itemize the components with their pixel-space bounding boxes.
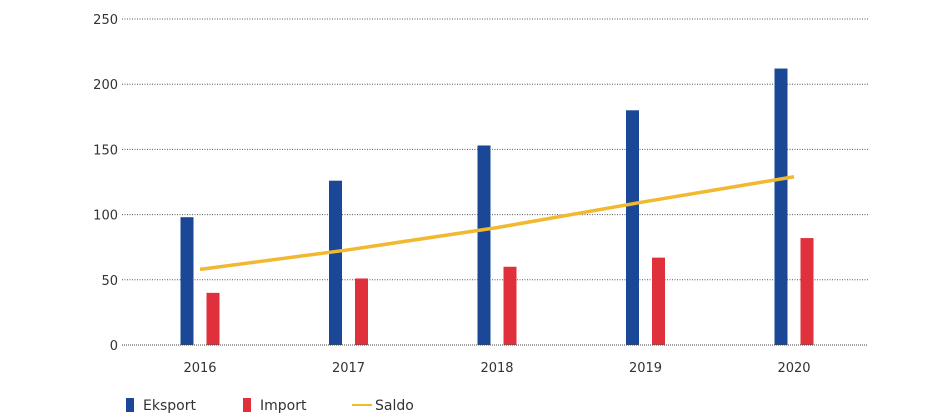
y-tick-label: 150: [93, 143, 118, 158]
eksport-bar-2020: [774, 68, 788, 345]
import-bar-2020: [800, 238, 814, 345]
saldo-line-layer: [199, 175, 795, 272]
legend: Eksport Import Saldo: [126, 398, 414, 414]
y-tick-label: 50: [101, 274, 118, 289]
eksport-legend-label: Eksport: [143, 398, 196, 414]
eksport-bar-2017: [329, 180, 342, 345]
import-legend-label: Import: [260, 398, 307, 414]
x-tick-label: 2018: [480, 361, 513, 376]
saldo-legend-label: Saldo: [375, 398, 414, 414]
y-tick-label: 0: [110, 339, 118, 354]
eksport-legend-swatch: [126, 398, 134, 412]
import-bar-2016: [206, 292, 220, 345]
eksport-bar-2016: [180, 217, 194, 345]
import-bar-2019: [652, 257, 665, 345]
bars: [180, 68, 814, 345]
y-tick-label: 200: [93, 78, 118, 93]
import-legend-swatch: [243, 398, 251, 412]
gridlines: [122, 18, 868, 281]
y-tick-label: 250: [93, 13, 118, 28]
x-tick-label: 2020: [777, 361, 810, 376]
saldo-line: [199, 175, 795, 272]
y-axis: 0 50 100 150 200 250: [93, 13, 118, 354]
x-tick-label: 2019: [629, 361, 662, 376]
y-tick-label: 100: [93, 209, 118, 224]
import-bar-2017: [355, 278, 368, 345]
x-tick-label: 2016: [183, 361, 216, 376]
x-tick-label: 2017: [332, 361, 365, 376]
x-axis: 2016 2017 2018 2019 2020: [122, 344, 868, 376]
eksport-bar-2018: [477, 145, 491, 345]
import-bar-2018: [503, 266, 517, 345]
eksport-bar-2019: [626, 110, 639, 345]
